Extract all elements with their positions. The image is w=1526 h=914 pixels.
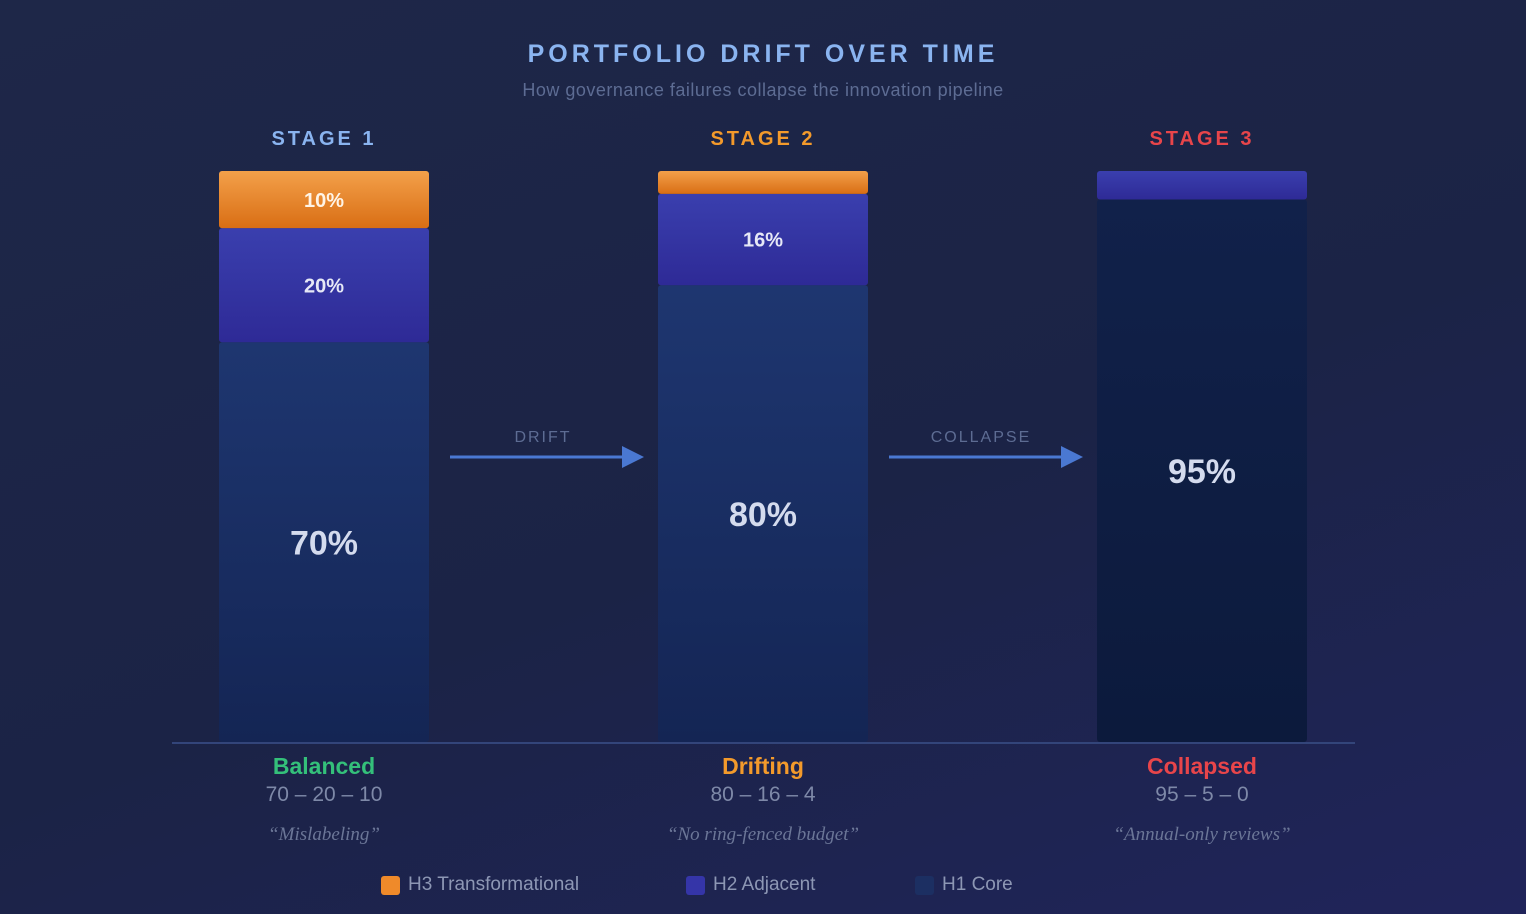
stage-2-ratio: 80 – 16 – 4 [710,783,816,806]
stage-3-label: STAGE 3 [1149,128,1255,150]
legend-item-h2: H2 Adjacent [686,872,815,898]
collapse-arrow [889,446,1083,468]
chart-title: PORTFOLIO DRIFT OVER TIME [527,40,999,68]
legend-swatch-h1 [915,875,934,895]
legend-item-h3: H3 Transformational [381,872,579,898]
bar-label-h1-stage-1: 70% [290,524,358,562]
stage-2-status: Drifting [722,753,804,779]
stage-1-ratio: 70 – 20 – 10 [265,783,383,806]
legend-swatch-h2 [686,875,705,895]
bar-segment-h1-stage-3 [1097,199,1307,743]
legend-label-h3: H3 Transformational [408,874,580,895]
stage-1-quote: “Mislabeling” [268,824,380,845]
bar-segment-h3-stage-2 [658,171,868,194]
bar-segment-h2-stage-2 [658,193,868,286]
legend-swatch-h3 [381,875,400,895]
bar-segment-h2-stage-3 [1097,171,1307,200]
stage-3-quote: “Annual-only reviews” [1113,824,1291,845]
legend-label-h1: H1 Core [942,874,1013,895]
bar-label-h2-stage-1: 20% [304,275,344,297]
stage-1-status: Balanced [272,753,376,779]
bar-label-h2-stage-2: 16% [743,230,783,252]
legend-label-h2: H2 Adjacent [713,874,816,895]
bar-label-h1-stage-3: 95% [1168,453,1236,491]
stage-2-quote: “No ring-fenced budget” [666,824,860,845]
stage-2-label: STAGE 2 [710,128,816,150]
bar-segment-h1-stage-1 [219,342,429,742]
bar-label-h3-stage-1: 10% [304,190,344,212]
stage-1-label: STAGE 1 [271,128,377,150]
stage-3-status: Collapsed [1147,753,1257,779]
bar-segment-h3-stage-1 [219,171,429,229]
chart-subtitle: How governance failures collapse the inn… [522,80,1004,100]
collapse-label: COLLAPSE [930,429,1032,446]
legend-item-h1: H1 Core [915,872,1013,898]
stage-3-ratio: 95 – 5 – 0 [1155,783,1249,806]
bar-segment-h1-stage-2 [658,285,868,742]
bar-segment-h2-stage-1 [219,228,429,343]
drift-arrow [450,446,644,468]
bar-label-h1-stage-2: 80% [729,496,797,534]
drift-label: DRIFT [514,429,572,446]
